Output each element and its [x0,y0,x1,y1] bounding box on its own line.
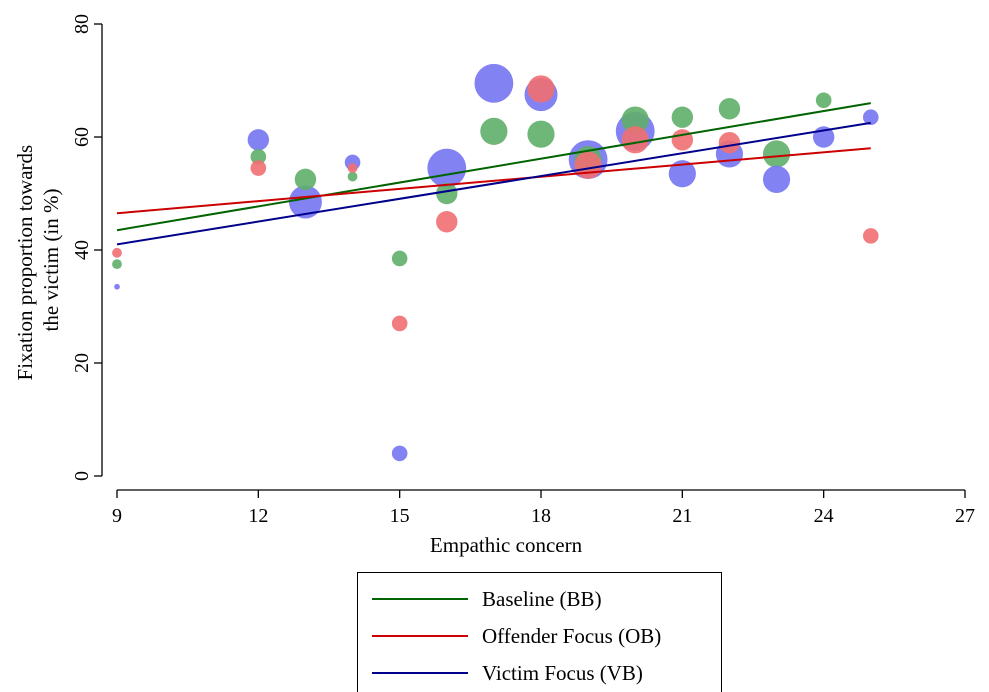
x-tick-label-18: 18 [531,505,551,527]
y-tick-label-80: 80 [71,14,93,34]
legend-item-baseline: Baseline (BB) [372,581,602,617]
y-tick-label-60: 60 [71,127,93,147]
point-bb-16 [436,182,458,205]
y-tick-label-20: 20 [71,353,93,373]
point-vb-12 [247,129,270,151]
point-bb-20 [621,106,649,134]
point-bb-17 [480,117,508,145]
point-ob-14 [347,163,358,173]
point-vb-13 [288,185,322,219]
point-bb-15 [391,250,408,267]
y-ticks: 0 20 40 60 80 [71,14,102,481]
legend-item-offender-focus: Offender Focus (OB) [372,618,661,654]
point-bb-13 [294,168,317,191]
x-ticks: 9 12 15 18 21 24 27 [112,490,975,527]
legend-label-offender-focus: Offender Focus (OB) [482,623,662,648]
point-vb-23 [762,165,791,193]
fit-line-bb [116,102,871,232]
point-bb-22 [718,98,741,120]
point-vb-21 [668,160,696,188]
scatter-chart: 9 12 15 18 21 24 27 0 20 40 60 80 Empathic concern… [13,14,975,557]
point-ob-19 [574,151,602,179]
y-axis-label-line-1: Fixation proportion towards [13,145,37,381]
point-bb-23 [762,140,791,168]
point-ob-25 [862,228,879,244]
legend-swatch-baseline [372,598,468,600]
point-ob-20 [621,126,649,154]
point-bb-12 [250,148,267,165]
y-axis-label: Fixation proportion towards the victim (… [13,140,63,381]
point-ob-18 [527,75,555,103]
point-vb-25 [862,109,879,126]
data-points [112,63,879,462]
point-bb-21 [671,106,694,128]
x-tick-label-21: 21 [672,505,692,527]
x-tick-label-24: 24 [814,505,834,527]
point-vb-9 [114,283,120,290]
x-axis-label: Empathic concern [430,533,583,557]
point-ob-12 [250,160,267,176]
x-tick-label-27: 27 [955,505,975,527]
x-tick-label-12: 12 [248,505,268,527]
legend-item-victim-focus: Victim Focus (VB) [372,655,643,691]
point-bb-24 [815,92,832,109]
point-ob-9 [112,247,122,258]
point-ob-16 [436,211,458,233]
y-tick-label-40: 40 [71,240,93,260]
x-tick-label-9: 9 [112,505,122,527]
legend-label-baseline: Baseline (BB) [482,586,602,611]
point-vb-16 [427,148,467,188]
legend: Baseline (BB) Offender Focus (OB) Victim… [357,572,722,692]
y-axis-label-line-2: the victim (in %) [39,189,63,332]
point-bb-9 [112,259,122,270]
x-tick-label-15: 15 [390,505,410,527]
y-tick-label-0: 0 [71,471,93,481]
point-bb-14 [347,171,358,182]
legend-swatch-offender-focus [372,635,468,637]
legend-label-victim-focus: Victim Focus (VB) [482,660,643,685]
point-ob-22 [718,131,741,154]
fit-line-vb [116,121,871,246]
point-vb-15 [391,445,408,462]
fit-line-ob [116,147,871,215]
legend-swatch-victim-focus [372,672,468,674]
fit-lines [116,102,871,246]
point-vb-17 [474,63,514,103]
point-ob-21 [671,129,694,151]
point-ob-15 [391,315,408,332]
point-bb-18 [527,120,555,148]
